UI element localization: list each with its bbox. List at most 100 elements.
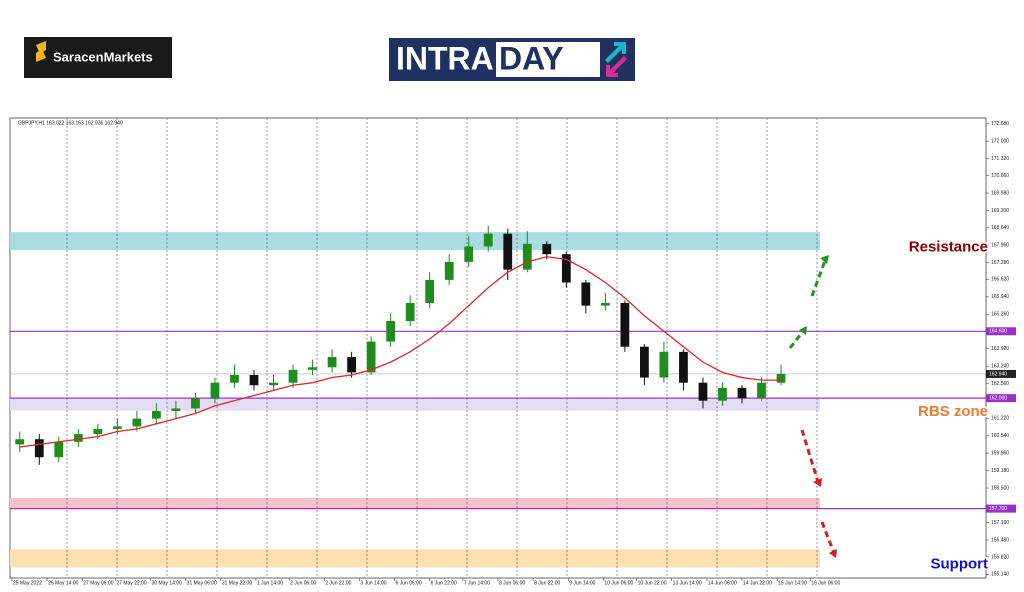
y-tick-label: 163.920 bbox=[991, 346, 1009, 352]
y-tick-label: 169.300 bbox=[991, 208, 1009, 214]
x-tick-label: 10 Jun 22:00 bbox=[638, 580, 667, 586]
zone bbox=[10, 498, 820, 509]
x-tick-label: 1 Jun 14:00 bbox=[257, 580, 283, 586]
y-tick-label: 156.480 bbox=[991, 537, 1009, 543]
y-tick-label: 168.640 bbox=[991, 225, 1009, 231]
x-tick-label: 2 Jun 22:00 bbox=[325, 580, 351, 586]
y-tick-label: 167.960 bbox=[991, 242, 1009, 248]
y-tick-label: 172.680 bbox=[991, 121, 1009, 127]
level-label: 164.600 bbox=[989, 329, 1007, 335]
banner-arrow-up bbox=[605, 42, 626, 63]
x-tick-label: 2 Jun 06:00 bbox=[290, 580, 316, 586]
candle-body bbox=[698, 382, 708, 401]
candle-body bbox=[191, 398, 200, 409]
zone bbox=[10, 398, 820, 411]
x-tick-label: 27 May 22:00 bbox=[116, 580, 147, 586]
candle-body bbox=[132, 418, 142, 427]
candle-body bbox=[15, 439, 25, 445]
candle-body bbox=[73, 434, 83, 442]
y-tick-label: 157.160 bbox=[991, 520, 1009, 526]
candle-body bbox=[425, 279, 435, 304]
scenario-arrows bbox=[788, 255, 837, 558]
candle-body bbox=[503, 233, 513, 270]
x-tick-label: 6 Jun 06:00 bbox=[396, 580, 422, 586]
x-tick-label: 30 May 14:00 bbox=[152, 580, 183, 586]
y-tick-label: 165.260 bbox=[991, 312, 1009, 318]
candle-body bbox=[444, 261, 454, 280]
x-tick-label: 7 Jun 14:00 bbox=[464, 580, 490, 586]
candle-body bbox=[464, 246, 474, 262]
candle-body bbox=[737, 387, 747, 399]
x-tick-label: 14 Jun 06:00 bbox=[708, 580, 737, 586]
candle-body bbox=[679, 351, 688, 383]
x-tick-label: 6 Jun 22:00 bbox=[431, 580, 457, 586]
x-tick-label: 10 Jun 06:00 bbox=[604, 580, 633, 586]
y-tick-label: 158.500 bbox=[991, 485, 1009, 491]
candle-body bbox=[366, 341, 376, 373]
level-label: 162.000 bbox=[989, 395, 1007, 401]
brand-name: SaracenMarkets bbox=[53, 49, 153, 64]
y-tick-label: 160.540 bbox=[991, 433, 1009, 439]
x-tick-label: 14 Jun 22:00 bbox=[743, 580, 772, 586]
candle-body bbox=[249, 374, 259, 386]
brand-logo bbox=[24, 37, 172, 78]
y-tick-label: 166.620 bbox=[991, 277, 1009, 283]
candle-body bbox=[34, 439, 44, 458]
x-tick-label: 3 Jun 14:00 bbox=[360, 580, 386, 586]
y-tick-label: 159.180 bbox=[991, 468, 1009, 474]
annotation: Resistance bbox=[909, 238, 988, 255]
candle-body bbox=[522, 243, 532, 270]
y-tick-label: 162.560 bbox=[991, 381, 1009, 387]
candle-body bbox=[561, 254, 571, 283]
candle-body bbox=[230, 374, 239, 383]
candle-body bbox=[152, 410, 161, 419]
x-tick-label: 13 Jun 14:00 bbox=[673, 580, 702, 586]
candle-body bbox=[757, 382, 766, 399]
candle-body bbox=[171, 408, 181, 411]
y-tick-label: 169.980 bbox=[991, 190, 1009, 196]
candle-body bbox=[620, 303, 630, 347]
x-tick-label: 8 Jun 22:00 bbox=[534, 580, 560, 586]
candle-body bbox=[347, 356, 356, 373]
candle-body bbox=[640, 346, 649, 378]
candle-body bbox=[93, 428, 103, 435]
candle-body bbox=[542, 243, 552, 255]
y-tick-label: 163.240 bbox=[991, 364, 1009, 370]
x-tick-label: 26 May 14:00 bbox=[48, 580, 79, 586]
candle-body bbox=[483, 233, 493, 247]
candle-body bbox=[269, 382, 278, 386]
level-tag bbox=[986, 394, 1016, 403]
candle-body bbox=[659, 351, 669, 378]
zone bbox=[10, 549, 820, 568]
y-tick-label: 172.000 bbox=[991, 138, 1009, 144]
candle-body bbox=[54, 441, 64, 458]
candle-body bbox=[386, 321, 396, 342]
last-price-label: 162.940 bbox=[989, 371, 1007, 377]
y-tick-label: 167.280 bbox=[991, 260, 1009, 266]
x-tick-label: 25 May 2022 bbox=[13, 580, 42, 586]
last-price-tag bbox=[986, 369, 1016, 378]
zone bbox=[10, 232, 820, 251]
candle-body bbox=[308, 367, 317, 370]
candle-body bbox=[718, 387, 727, 401]
x-tick-label: 31 May 06:00 bbox=[187, 580, 218, 586]
y-tick-label: 155.820 bbox=[991, 554, 1009, 560]
candle-body bbox=[112, 426, 122, 429]
candle-body bbox=[405, 303, 415, 322]
x-tick-label: 16 Jun 06:00 bbox=[811, 580, 840, 586]
candle-body bbox=[210, 382, 220, 399]
banner-highlight bbox=[496, 42, 600, 77]
candle-body bbox=[600, 303, 610, 306]
y-tick-label: 161.220 bbox=[991, 415, 1009, 421]
level-tag bbox=[986, 504, 1016, 513]
plot: 172.680 172.000 171.320 170.660 169.980 169.3… bbox=[10, 118, 1016, 586]
x-tick-label: 27 May 06:00 bbox=[83, 580, 114, 586]
banner-arrow-down bbox=[606, 56, 627, 77]
x-tick-label: 15 Jun 14:00 bbox=[778, 580, 807, 586]
x-tick-label: 8 Jun 06:00 bbox=[499, 580, 525, 586]
level-label: 157.700 bbox=[989, 506, 1007, 512]
candle-body bbox=[288, 369, 298, 383]
y-tick-label: 170.660 bbox=[991, 173, 1009, 179]
y-tick-label: 159.860 bbox=[991, 450, 1009, 456]
